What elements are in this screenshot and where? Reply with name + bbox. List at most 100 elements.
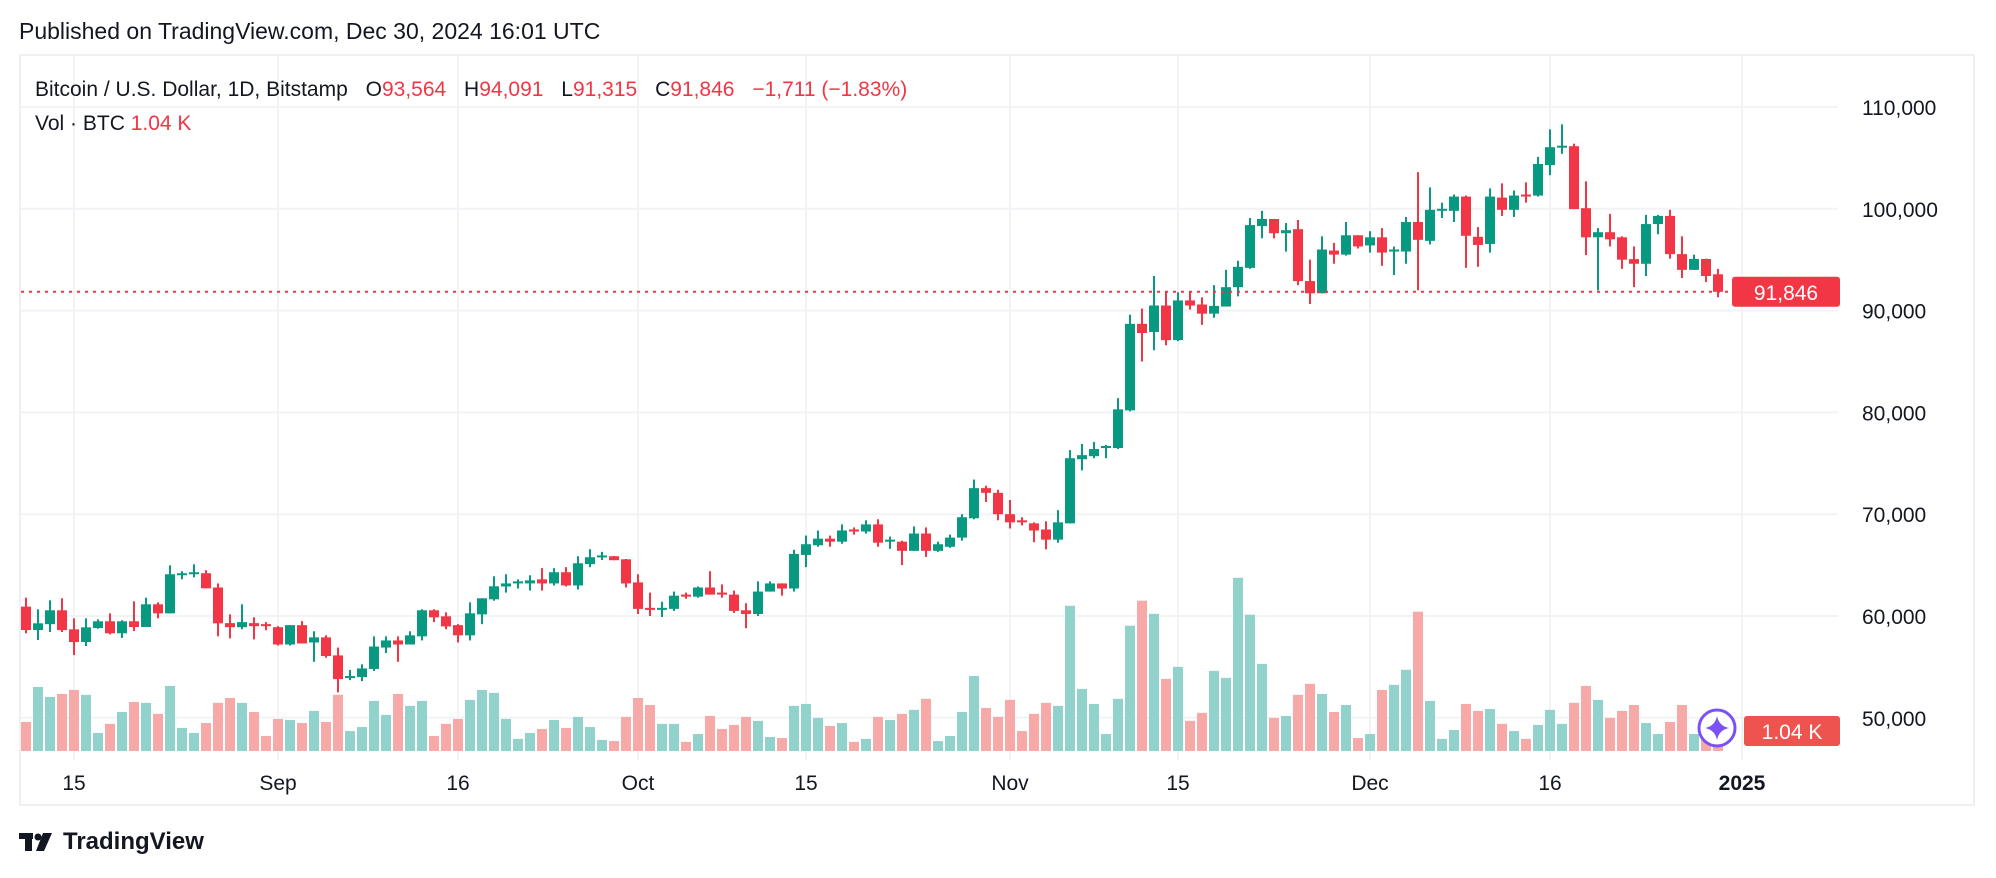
candle-wick	[397, 636, 399, 662]
volume-bar	[1197, 712, 1207, 751]
volume-bar	[237, 702, 247, 751]
time-tick-label: 16	[1538, 772, 1561, 795]
volume-bar	[645, 704, 655, 751]
candle-body	[837, 530, 847, 542]
volume-bar	[273, 718, 283, 751]
candle-body	[33, 623, 43, 631]
open-value: 93,564	[381, 78, 447, 101]
sparkle-icon[interactable]	[1697, 708, 1737, 748]
volume-bar	[909, 709, 919, 751]
volume-badge-text: 1.04 K	[1762, 721, 1823, 744]
candle-body	[909, 533, 919, 551]
time-tick-label: Oct	[622, 772, 655, 795]
candle-body	[861, 524, 871, 532]
candle-body	[1437, 208, 1447, 211]
high-label: H	[464, 78, 480, 101]
candle-body	[849, 529, 859, 532]
candle-body	[717, 592, 727, 595]
volume-bar	[861, 738, 871, 751]
volume-bar	[585, 727, 595, 751]
volume-bar	[1449, 730, 1459, 751]
open-label: O	[365, 78, 382, 101]
candle-body	[537, 579, 547, 584]
candle-body	[489, 586, 499, 600]
candle-wick	[1393, 246, 1395, 275]
candle-body	[1281, 230, 1291, 234]
volume-bar	[777, 738, 787, 751]
volume-bar	[441, 723, 451, 751]
candle-body	[381, 640, 391, 648]
low-value: 91,315	[572, 78, 638, 101]
volume-bar	[1125, 625, 1135, 751]
volume-bar	[537, 728, 547, 751]
candle-body	[297, 625, 307, 644]
candle-body	[393, 640, 403, 645]
volume-bar	[1329, 711, 1339, 751]
candle-body	[1533, 164, 1543, 196]
volume-bar	[1497, 723, 1507, 751]
volume-bar	[81, 694, 91, 751]
candle-wick	[1525, 182, 1527, 203]
volume-bar	[345, 731, 355, 751]
volume-bar	[1245, 614, 1255, 751]
volume-bar	[321, 721, 331, 751]
volume-bar	[129, 702, 139, 751]
volume-bar	[1173, 666, 1183, 751]
volume-bar	[1041, 702, 1051, 751]
volume-bar	[189, 732, 199, 751]
candle-body	[969, 488, 979, 519]
candle-body	[573, 563, 583, 586]
candle-body	[1005, 514, 1015, 523]
candle-body	[1473, 236, 1483, 245]
volume-bar	[657, 723, 667, 751]
grid	[21, 56, 1838, 760]
volume-bar	[813, 717, 823, 751]
candle-wick	[253, 617, 255, 640]
volume-bar	[105, 723, 115, 751]
candle-body	[153, 604, 163, 614]
candle-body	[1605, 232, 1615, 240]
volume-bar	[225, 698, 235, 751]
volume-label[interactable]: Vol · BTC	[35, 112, 125, 135]
volume-bar	[33, 686, 43, 751]
candle-wick	[1609, 213, 1611, 247]
volume-bar	[957, 711, 967, 751]
volume-bar	[141, 702, 151, 751]
volume-bar	[93, 732, 103, 751]
candle-wick	[1141, 308, 1143, 362]
high-value: 94,091	[479, 78, 544, 101]
volume-bar	[1209, 670, 1219, 751]
candle-body	[1125, 323, 1135, 411]
volume-bar	[765, 737, 775, 751]
candle-body	[1197, 304, 1207, 314]
volume-bar	[1413, 611, 1423, 751]
candle-body	[45, 610, 55, 625]
candle-body	[1245, 225, 1255, 268]
volume-bar	[1185, 720, 1195, 751]
volume-bar	[753, 720, 763, 751]
volume-bar	[1257, 663, 1267, 751]
volume-bar	[1005, 699, 1015, 751]
volume-bar	[1161, 678, 1171, 751]
time-axis: 15 Sep 16 Oct 15 Nov 15 Dec 16 2025	[62, 772, 1765, 795]
volume-bar	[1605, 717, 1615, 751]
candle-body	[1269, 218, 1279, 234]
footer-brand[interactable]: TradingView	[19, 828, 204, 856]
candle-body	[1485, 196, 1495, 244]
candle-body	[1317, 249, 1327, 294]
volume-bar	[1221, 677, 1231, 751]
volume-bar	[249, 711, 259, 751]
candle-body	[21, 606, 31, 631]
candle-wick	[313, 631, 315, 662]
chart-frame	[19, 54, 1975, 806]
candle-wick	[781, 583, 783, 596]
candle-body	[81, 627, 91, 643]
volume-bar	[381, 714, 391, 751]
volume-bar	[741, 716, 751, 751]
candle-body	[1425, 209, 1435, 241]
candle-body	[1113, 409, 1123, 449]
candle-body	[669, 595, 679, 609]
candle-body	[597, 555, 607, 558]
symbol-title[interactable]: Bitcoin / U.S. Dollar, 1D, Bitstamp	[35, 78, 348, 101]
